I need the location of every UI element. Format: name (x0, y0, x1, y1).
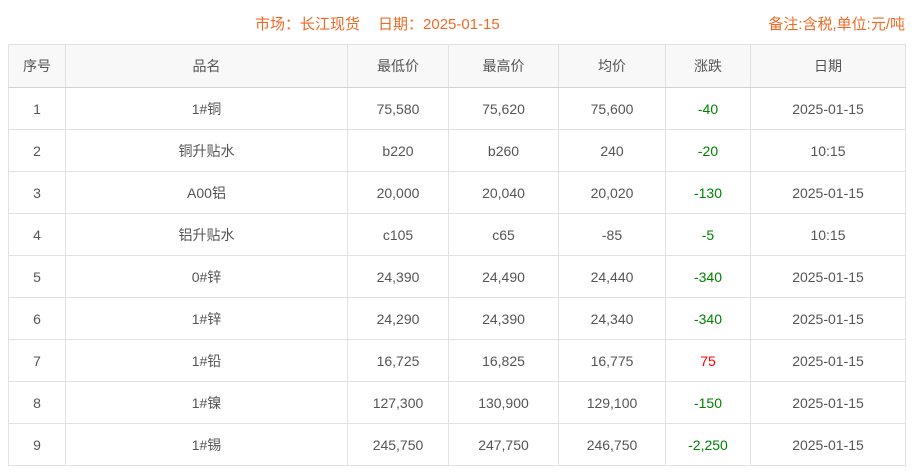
cell-date: 2025-01-15 (750, 255, 906, 298)
cell-product-name: 1#铅 (65, 339, 348, 382)
cell-serial: 9 (8, 423, 66, 466)
market-label: 市场：长江现货 (255, 16, 361, 33)
cell-high-price: 247,750 (448, 423, 559, 466)
cell-high-price: 75,620 (448, 87, 559, 130)
table-row: 5 0#锌 24,390 24,490 24,440 -340 2025-01-15 (8, 255, 906, 298)
cell-average-price: 246,750 (558, 423, 666, 466)
cell-date: 2025-01-15 (750, 297, 906, 340)
table-row: 6 1#锌 24,290 24,390 24,340 -340 2025-01-15 (8, 297, 906, 340)
cell-change: 75 (665, 339, 751, 382)
cell-change: -20 (665, 129, 751, 172)
cell-change: -150 (665, 381, 751, 424)
table-row: 2 铜升贴水 b220 b260 240 -20 10:15 (8, 129, 906, 172)
cell-serial: 5 (8, 255, 66, 298)
cell-date: 2025-01-15 (750, 171, 906, 214)
cell-high-price: 20,040 (448, 171, 559, 214)
table-row: 1 1#铜 75,580 75,620 75,600 -40 2025-01-15 (8, 87, 906, 130)
table-row: 8 1#镍 127,300 130,900 129,100 -150 2025-01-15 (8, 381, 906, 424)
cell-product-name: 1#铜 (65, 87, 348, 130)
cell-low-price: 75,580 (347, 87, 449, 130)
cell-date: 10:15 (750, 129, 906, 172)
col-header-change: 涨跌 (665, 44, 751, 88)
table-row: 4 铝升贴水 c105 c65 -85 -5 10:15 (8, 213, 906, 256)
cell-serial: 2 (8, 129, 66, 172)
note-label: 备注:含税,单位:元/吨 (768, 16, 905, 33)
cell-serial: 8 (8, 381, 66, 424)
table-header-row: 序号 品名 最低价 最高价 均价 涨跌 日期 (8, 44, 906, 88)
cell-product-name: 铜升贴水 (65, 129, 348, 172)
market-date-title: 市场：长江现货 日期：2025-01-15 (255, 13, 500, 34)
cell-low-price: 127,300 (347, 381, 449, 424)
col-header-serial: 序号 (8, 44, 66, 88)
cell-low-price: 16,725 (347, 339, 449, 382)
col-header-date: 日期 (750, 44, 906, 88)
page-header: 市场：长江现货 日期：2025-01-15 备注:含税,单位:元/吨 (0, 0, 913, 44)
col-header-low: 最低价 (347, 44, 449, 88)
cell-serial: 7 (8, 339, 66, 382)
cell-low-price: b220 (347, 129, 449, 172)
cell-serial: 4 (8, 213, 66, 256)
cell-date: 2025-01-15 (750, 87, 906, 130)
cell-high-price: 130,900 (448, 381, 559, 424)
cell-change: -5 (665, 213, 751, 256)
cell-average-price: 16,775 (558, 339, 666, 382)
cell-low-price: 20,000 (347, 171, 449, 214)
col-header-high: 最高价 (448, 44, 559, 88)
cell-date: 2025-01-15 (750, 381, 906, 424)
cell-low-price: 245,750 (347, 423, 449, 466)
cell-high-price: c65 (448, 213, 559, 256)
cell-change: -130 (665, 171, 751, 214)
cell-average-price: 75,600 (558, 87, 666, 130)
table-row: 9 1#锡 245,750 247,750 246,750 -2,250 2025-01-1… (8, 423, 906, 466)
cell-serial: 6 (8, 297, 66, 340)
cell-change: -340 (665, 297, 751, 340)
cell-high-price: 24,390 (448, 297, 559, 340)
cell-date: 2025-01-15 (750, 339, 906, 382)
cell-serial: 1 (8, 87, 66, 130)
cell-high-price: 24,490 (448, 255, 559, 298)
cell-product-name: A00铝 (65, 171, 348, 214)
cell-low-price: 24,290 (347, 297, 449, 340)
cell-product-name: 0#锌 (65, 255, 348, 298)
cell-product-name: 1#锡 (65, 423, 348, 466)
cell-change: -2,250 (665, 423, 751, 466)
price-table: 序号 品名 最低价 最高价 均价 涨跌 日期 1 1#铜 75,580 75,620 7… (8, 44, 906, 466)
cell-average-price: 24,440 (558, 255, 666, 298)
cell-product-name: 1#镍 (65, 381, 348, 424)
cell-high-price: 16,825 (448, 339, 559, 382)
cell-average-price: 20,020 (558, 171, 666, 214)
cell-low-price: 24,390 (347, 255, 449, 298)
cell-serial: 3 (8, 171, 66, 214)
cell-product-name: 铝升贴水 (65, 213, 348, 256)
table-row: 3 A00铝 20,000 20,040 20,020 -130 2025-01-15 (8, 171, 906, 214)
cell-average-price: -85 (558, 213, 666, 256)
cell-date: 10:15 (750, 213, 906, 256)
table-row: 7 1#铅 16,725 16,825 16,775 75 2025-01-15 (8, 339, 906, 382)
cell-change: -40 (665, 87, 751, 130)
cell-low-price: c105 (347, 213, 449, 256)
cell-high-price: b260 (448, 129, 559, 172)
cell-change: -340 (665, 255, 751, 298)
cell-average-price: 24,340 (558, 297, 666, 340)
cell-average-price: 129,100 (558, 381, 666, 424)
cell-date: 2025-01-15 (750, 423, 906, 466)
cell-average-price: 240 (558, 129, 666, 172)
cell-product-name: 1#锌 (65, 297, 348, 340)
date-label: 日期：2025-01-15 (378, 16, 500, 33)
col-header-average: 均价 (558, 44, 666, 88)
col-header-product: 品名 (65, 44, 348, 88)
